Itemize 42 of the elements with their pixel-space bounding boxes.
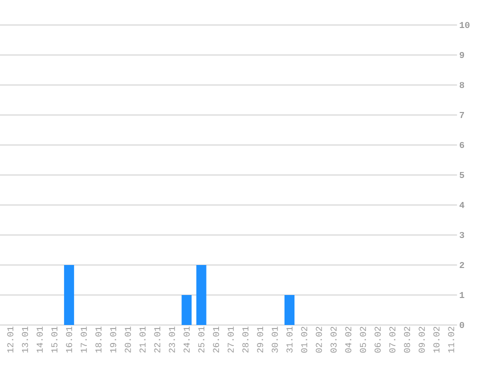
x-tick-label: 22.01 bbox=[154, 326, 160, 353]
x-tick-label: 01.02 bbox=[301, 326, 308, 353]
x-tick-label: 03.02 bbox=[330, 326, 337, 353]
x-tick-label: 09.02 bbox=[418, 326, 425, 353]
x-tick-label: 29.01 bbox=[257, 326, 264, 353]
x-tick-label: 26.01 bbox=[212, 326, 220, 353]
x-tick-label: 15.01 bbox=[51, 326, 58, 353]
y-tick-label: 6 bbox=[460, 142, 464, 148]
y-tick-label: 3 bbox=[460, 232, 464, 238]
x-tick-label: 24.01 bbox=[184, 326, 190, 353]
y-tick-label: 8 bbox=[460, 82, 464, 88]
x-tick-label: 12.01 bbox=[7, 326, 14, 353]
x-tick-label: 21.01 bbox=[139, 326, 146, 353]
y-tick-label: 7 bbox=[460, 112, 464, 118]
x-tick-label: 31.01 bbox=[286, 326, 293, 353]
x-tick-label: 02.02 bbox=[316, 326, 322, 353]
y-tick-label: 10 bbox=[460, 22, 470, 28]
x-tick-label: 08.02 bbox=[404, 326, 410, 353]
y-tick-label: 4 bbox=[460, 202, 464, 208]
x-tick-label: 10.02 bbox=[433, 326, 440, 353]
x-tick-label: 19.01 bbox=[110, 326, 116, 353]
x-tick-label: 27.01 bbox=[228, 326, 234, 353]
x-tick-label: 17.01 bbox=[80, 326, 87, 353]
y-tick-label: 0 bbox=[460, 322, 464, 328]
x-tick-label: 14.01 bbox=[36, 326, 43, 353]
x-tick-label: 13.01 bbox=[22, 326, 28, 353]
x-tick-label: 20.01 bbox=[124, 326, 131, 353]
x-tick-label: 06.02 bbox=[374, 326, 381, 353]
x-tick-label: 16.01 bbox=[66, 326, 72, 353]
y-tick-label: 2 bbox=[460, 262, 464, 268]
x-tick-label: 18.01 bbox=[95, 326, 102, 353]
x-tick-label: 25.01 bbox=[198, 326, 204, 353]
x-tick-label: 28.01 bbox=[242, 326, 248, 353]
x-tick-label: 05.02 bbox=[360, 326, 366, 353]
y-tick-label: 5 bbox=[460, 172, 464, 178]
y-tick-label: 9 bbox=[460, 52, 464, 58]
x-tick-label: 30.01 bbox=[272, 326, 278, 353]
x-tick-label: 04.02 bbox=[345, 326, 352, 353]
y-tick-label: 1 bbox=[460, 292, 464, 298]
x-tick-label: 11.02 bbox=[448, 326, 454, 353]
x-tick-label: 07.02 bbox=[389, 326, 396, 353]
x-tick-label: 23.01 bbox=[168, 326, 175, 353]
